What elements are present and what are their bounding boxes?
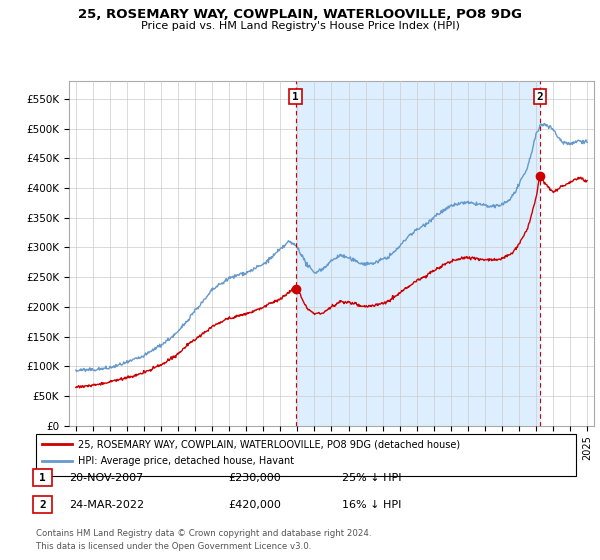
- Text: 20-NOV-2007: 20-NOV-2007: [69, 473, 143, 483]
- Text: Contains HM Land Registry data © Crown copyright and database right 2024.: Contains HM Land Registry data © Crown c…: [36, 529, 371, 538]
- Text: 25% ↓ HPI: 25% ↓ HPI: [342, 473, 401, 483]
- Text: This data is licensed under the Open Government Licence v3.0.: This data is licensed under the Open Gov…: [36, 542, 311, 551]
- Text: 25, ROSEMARY WAY, COWPLAIN, WATERLOOVILLE, PO8 9DG: 25, ROSEMARY WAY, COWPLAIN, WATERLOOVILL…: [78, 8, 522, 21]
- Bar: [296, 81, 540, 426]
- Text: Price paid vs. HM Land Registry's House Price Index (HPI): Price paid vs. HM Land Registry's House …: [140, 21, 460, 31]
- Text: 2: 2: [39, 500, 46, 510]
- Text: 16% ↓ HPI: 16% ↓ HPI: [342, 500, 401, 510]
- Text: £420,000: £420,000: [228, 500, 281, 510]
- Text: 1: 1: [39, 473, 46, 483]
- Text: 1: 1: [292, 91, 299, 101]
- Text: £230,000: £230,000: [228, 473, 281, 483]
- Text: 24-MAR-2022: 24-MAR-2022: [69, 500, 144, 510]
- Text: 2: 2: [536, 91, 544, 101]
- Text: HPI: Average price, detached house, Havant: HPI: Average price, detached house, Hava…: [78, 456, 294, 466]
- Text: 25, ROSEMARY WAY, COWPLAIN, WATERLOOVILLE, PO8 9DG (detached house): 25, ROSEMARY WAY, COWPLAIN, WATERLOOVILL…: [78, 439, 460, 449]
